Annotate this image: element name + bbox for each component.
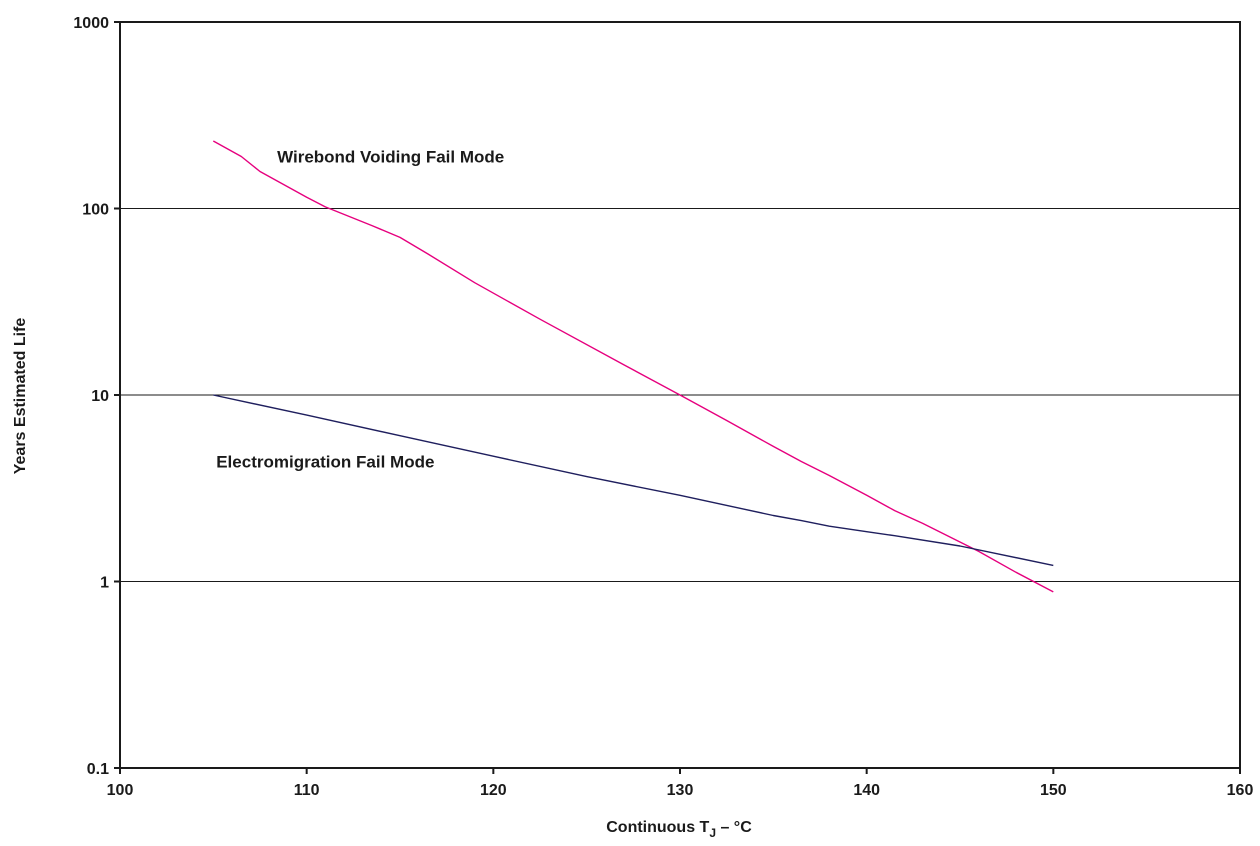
series-annotation-2: Electromigration Fail Mode [216,452,434,471]
x-tick-label: 110 [294,782,320,799]
series-lines [212,140,1054,593]
y-tick-label: 100 [82,202,109,219]
x-tick-label: 130 [667,782,694,799]
y-tick-label: 0.1 [87,761,109,778]
series-line-2 [213,394,1054,567]
annotations: Wirebond Voiding Fail Mode Electromigrati… [216,148,504,472]
x-tick-label: 120 [480,782,507,799]
y-tick-label: 1000 [73,15,109,32]
x-axis-title-main: Continuous T [606,819,709,836]
y-axis-title: Years Estimated Life [12,318,29,475]
x-tick-label: 150 [1040,782,1067,799]
x-tick-label: 100 [107,782,134,799]
y-tick-label: 1 [100,575,109,592]
y-tick-label: 10 [91,388,109,405]
x-tick-label: 140 [853,782,880,799]
x-tick-label: 160 [1227,782,1254,799]
x-axis-title-unit: – °C [716,819,752,836]
x-axis-title: Continuous TJ – °C [606,819,752,840]
series-annotation-1: Wirebond Voiding Fail Mode [277,148,504,167]
x-axis-title-subscript: J [709,826,716,840]
series-line-1 [212,140,1054,593]
